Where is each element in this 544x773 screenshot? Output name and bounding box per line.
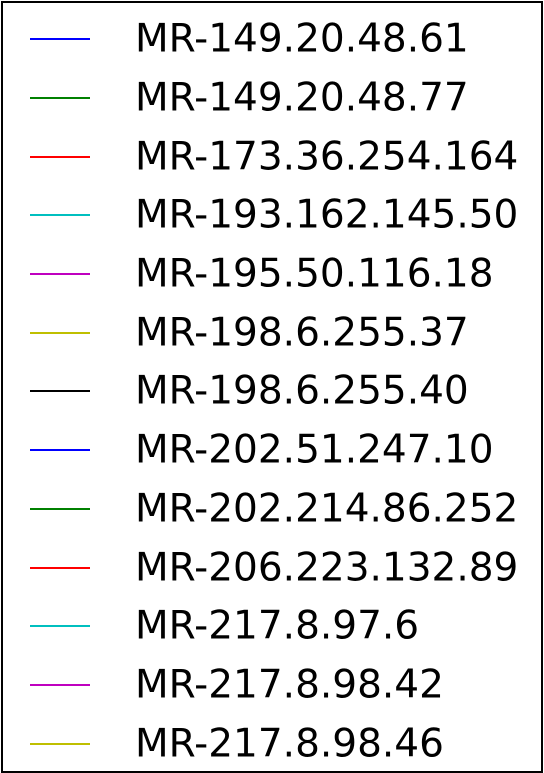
legend-label: MR-217.8.97.6	[135, 603, 420, 649]
legend-swatch-line	[30, 566, 90, 569]
legend-entry: MR-173.36.254.164	[3, 127, 541, 186]
legend-swatch-line	[30, 625, 90, 628]
legend-label: MR-217.8.98.42	[135, 662, 444, 708]
legend-swatch-line	[30, 449, 90, 452]
legend-swatch-line	[30, 331, 90, 334]
legend-swatch-line	[30, 507, 90, 510]
legend-entry: MR-202.214.86.252	[3, 480, 541, 539]
legend-swatch-line	[30, 155, 90, 158]
legend-entry: MR-198.6.255.40	[3, 362, 541, 421]
legend-swatch-line	[30, 390, 90, 393]
legend-label: MR-217.8.98.46	[135, 721, 444, 767]
legend-swatch-line	[30, 38, 90, 41]
legend-entry: MR-206.223.132.89	[3, 538, 541, 597]
legend-swatch-line	[30, 683, 90, 686]
legend-label: MR-195.50.116.18	[135, 251, 494, 297]
legend-entry: MR-217.8.98.42	[3, 656, 541, 715]
legend-label: MR-149.20.48.61	[135, 16, 469, 62]
legend-label: MR-149.20.48.77	[135, 75, 469, 121]
legend-label: MR-206.223.132.89	[135, 545, 519, 591]
legend-label: MR-198.6.255.40	[135, 368, 469, 414]
legend-entry: MR-217.8.97.6	[3, 597, 541, 656]
legend-entry: MR-193.162.145.50	[3, 186, 541, 245]
legend-entry: MR-149.20.48.77	[3, 69, 541, 128]
legend-entry: MR-195.50.116.18	[3, 245, 541, 304]
legend-label: MR-202.214.86.252	[135, 486, 519, 532]
legend-swatch-line	[30, 97, 90, 100]
legend-label: MR-198.6.255.37	[135, 310, 469, 356]
legend-entry: MR-202.51.247.10	[3, 421, 541, 480]
legend-label: MR-202.51.247.10	[135, 427, 494, 473]
legend-label: MR-193.162.145.50	[135, 192, 519, 238]
legend-label: MR-173.36.254.164	[135, 134, 519, 180]
legend-swatch-line	[30, 273, 90, 276]
legend-entry: MR-149.20.48.61	[3, 10, 541, 69]
legend-entry: MR-198.6.255.37	[3, 303, 541, 362]
legend-swatch-line	[30, 742, 90, 745]
legend-swatch-line	[30, 214, 90, 217]
legend-entries: MR-149.20.48.61 MR-149.20.48.77 MR-173.36.…	[3, 10, 541, 773]
legend-entry: MR-217.8.98.46	[3, 714, 541, 773]
